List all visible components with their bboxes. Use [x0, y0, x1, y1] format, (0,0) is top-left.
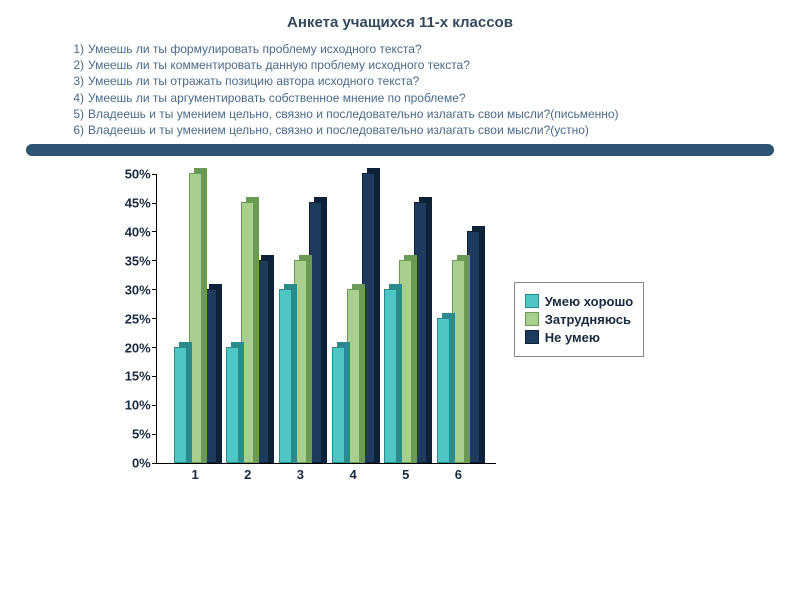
x-label: 3 — [297, 467, 304, 482]
bar — [174, 347, 187, 463]
question-item: Умеешь ли ты формулировать проблему исхо… — [60, 41, 800, 57]
question-item: Умеешь ли ты отражать позицию автора исх… — [60, 73, 800, 89]
bar — [279, 289, 292, 463]
bar-group — [384, 174, 427, 463]
bar-group — [332, 174, 375, 463]
bar — [384, 289, 397, 463]
legend-label: Умею хорошо — [545, 294, 634, 309]
plot-area: 0%5%10%15%20%25%30%35%40%45%50%123456 — [156, 174, 496, 464]
x-labels: 1 2 3 4 5 6 — [157, 463, 496, 483]
legend-swatch — [525, 294, 539, 308]
legend: Умею хорошо Затрудняюсь Не умею — [514, 282, 645, 357]
legend-item: Затрудняюсь — [525, 312, 634, 327]
legend-label: Не умею — [545, 330, 600, 345]
legend-label: Затрудняюсь — [545, 312, 631, 327]
chart-container: 0%5%10%15%20%25%30%35%40%45%50%123456 Ум… — [0, 174, 800, 464]
divider-bar — [26, 144, 774, 156]
bar — [332, 347, 345, 463]
bar — [437, 318, 450, 463]
question-item: Владеешь и ты умением цельно, связно и п… — [60, 122, 800, 138]
question-item: Владеешь и ты умением цельно, связно и п… — [60, 106, 800, 122]
x-label: 5 — [402, 467, 409, 482]
question-item: Умеешь ли ты аргументировать собственное… — [60, 90, 800, 106]
bar-chart: 0%5%10%15%20%25%30%35%40%45%50%123456 — [156, 174, 496, 464]
x-label: 6 — [455, 467, 462, 482]
x-label: 4 — [349, 467, 356, 482]
legend-item: Умею хорошо — [525, 294, 634, 309]
x-label: 2 — [244, 467, 251, 482]
bar-group — [226, 174, 269, 463]
question-item: Умеешь ли ты комментировать данную пробл… — [60, 57, 800, 73]
legend-swatch — [525, 312, 539, 326]
bar — [226, 347, 239, 463]
legend-swatch — [525, 330, 539, 344]
bar-group — [437, 174, 480, 463]
bar-group — [174, 174, 217, 463]
question-list: Умеешь ли ты формулировать проблему исхо… — [60, 41, 800, 138]
legend-item: Не умею — [525, 330, 634, 345]
page-title: Анкета учащихся 11-х классов — [0, 14, 800, 31]
bar-group — [279, 174, 322, 463]
x-label: 1 — [191, 467, 198, 482]
